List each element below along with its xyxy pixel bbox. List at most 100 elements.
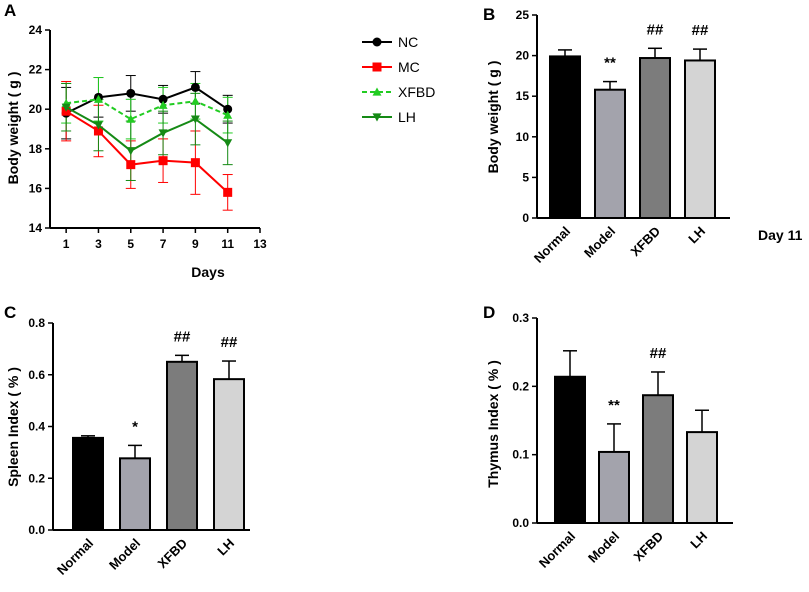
series-mc-point	[223, 187, 233, 197]
series-xfbd-line	[66, 98, 229, 121]
panel-d-ytick-label: 0.3	[512, 311, 529, 325]
panel-d-ylabel: Thymus Index ( % )	[485, 360, 501, 488]
panel-d-category-label: LH	[687, 529, 710, 552]
panel-c-significance-xfbd: ##	[174, 328, 191, 345]
panel-d-bar-chart: 0.0 0.1 0.2 0.3 Normal Model ** XFBD ## LH	[512, 311, 733, 571]
panel-c-significance-model: *	[132, 418, 138, 435]
series-lh-line	[65, 106, 229, 152]
panel-a-ytick-label: 22	[29, 63, 43, 77]
panel-b-bar-normal	[549, 55, 581, 219]
panel-c-category-label: LH	[214, 536, 237, 559]
series-mc-point	[126, 160, 136, 170]
panel-letter-a: A	[4, 1, 16, 20]
panel-d-category-label: XFBD	[630, 529, 666, 565]
series-xfbd-point	[190, 96, 200, 105]
panel-b-ytick-label: 5	[522, 170, 529, 184]
panel-c-ytick-label: 0.4	[28, 420, 45, 434]
panel-a-ytick-label: 20	[29, 102, 43, 116]
panel-d-bar-model	[598, 450, 630, 524]
panel-a-xtick-label: 5	[127, 237, 134, 251]
panel-d-category-label: Model	[585, 529, 622, 566]
panel-a-xtick-label: 13	[253, 237, 267, 251]
panel-a-ytick-label: 14	[29, 221, 43, 235]
legend-mc-label: MC	[398, 59, 420, 75]
panel-a-xtick-label: 7	[160, 237, 167, 251]
legend-xfbd-label: XFBD	[398, 84, 435, 100]
panel-d-bar-lh	[686, 431, 718, 524]
panel-a-xtick-label: 11	[221, 237, 234, 251]
panel-b-ytick-label: 0	[522, 211, 529, 225]
panel-b-bar-chart: 0 5 10 15 20 25 Normal Model ** XFBD ## LH ##	[516, 8, 730, 266]
panel-letter-c: C	[4, 303, 16, 322]
series-lh-point	[158, 129, 168, 138]
panel-c-category-label: Model	[106, 536, 143, 573]
panel-b-significance-xfbd: ##	[647, 21, 664, 38]
panel-d-ytick-label: 0.1	[512, 448, 529, 462]
series-xfbd-point	[126, 114, 136, 123]
panel-a-xtick-label: 9	[192, 237, 199, 251]
panel-b-bar-model	[594, 88, 626, 220]
series-xfbd-point	[223, 110, 233, 119]
panel-b-significance-model: **	[604, 55, 616, 72]
panel-b-side-label: Day 11	[758, 227, 803, 243]
series-lh-point	[223, 139, 233, 148]
series-xfbd-point	[158, 100, 168, 109]
legend-mc-marker	[372, 62, 382, 72]
panel-d-significance-model: **	[608, 397, 620, 414]
panel-c-bar-xfbd	[166, 360, 198, 531]
legend-xfbd-marker	[372, 87, 382, 96]
series-nc-point	[126, 88, 136, 98]
panel-b-ytick-label: 20	[516, 49, 530, 63]
series-mc-point	[158, 156, 168, 166]
series-lh-point	[61, 103, 71, 112]
series-nc-point	[190, 82, 200, 92]
panel-b-bar-xfbd	[639, 57, 671, 220]
panel-a-xtick-label: 3	[95, 237, 102, 251]
panel-b-bar-lh	[684, 59, 716, 219]
legend-lh-label: LH	[398, 109, 416, 125]
series-lh-point	[126, 147, 136, 156]
series-lh-point	[190, 115, 200, 124]
panel-c-bar-normal	[72, 436, 104, 532]
panel-c-ylabel: Spleen Index ( % )	[5, 367, 21, 487]
panel-a-ytick-label: 18	[29, 142, 43, 156]
panel-c-bar-chart: 0.0 0.2 0.4 0.6 0.8 Normal Model * XFBD ## LH ##	[28, 316, 250, 578]
series-mc-point	[93, 126, 103, 136]
panel-c-ytick-label: 0.0	[28, 523, 45, 537]
legend-lh-marker	[372, 113, 382, 122]
panel-d-significance-xfbd: ##	[650, 345, 667, 362]
panel-c-category-label: XFBD	[154, 536, 190, 572]
panel-b-ylabel: Body weight ( g )	[485, 61, 501, 174]
panel-a-ytick-label: 16	[29, 181, 43, 195]
series-mc-point	[190, 158, 200, 168]
panel-d-ytick-label: 0.2	[512, 379, 529, 393]
series-lh-point	[93, 121, 103, 130]
panel-c-bar-model	[119, 457, 151, 532]
series-nc-point	[223, 104, 233, 114]
panel-a-xtick-label: 1	[63, 237, 70, 251]
panel-c-ytick-label: 0.2	[28, 471, 45, 485]
series-nc-point	[158, 94, 168, 104]
panel-b-ytick-label: 25	[516, 8, 530, 22]
panel-c-ytick-label: 0.6	[28, 368, 45, 382]
panel-b-category-label: LH	[685, 224, 708, 247]
panel-a-ytick-label: 24	[29, 23, 43, 37]
series-xfbd-point	[93, 94, 103, 103]
panel-a-ylabel: Body weight ( g )	[5, 72, 21, 185]
panel-c-ytick-label: 0.8	[28, 316, 45, 330]
panel-a-xlabel: Days	[191, 264, 225, 280]
panel-letter-b: B	[483, 5, 495, 24]
panel-d-bar-normal	[554, 375, 586, 524]
panel-b-ytick-label: 10	[516, 130, 530, 144]
panel-d-category-label: Normal	[536, 529, 578, 571]
panel-b-category-label: XFBD	[627, 224, 663, 260]
legend-nc-label: NC	[398, 34, 418, 50]
legend-nc-marker	[372, 37, 382, 47]
panel-d-ytick-label: 0.0	[512, 516, 529, 530]
panel-b-category-label: Normal	[531, 224, 573, 266]
panel-b-ytick-label: 15	[516, 89, 530, 103]
panel-b-significance-lh: ##	[692, 22, 709, 39]
panel-b-category-label: Model	[581, 224, 618, 261]
